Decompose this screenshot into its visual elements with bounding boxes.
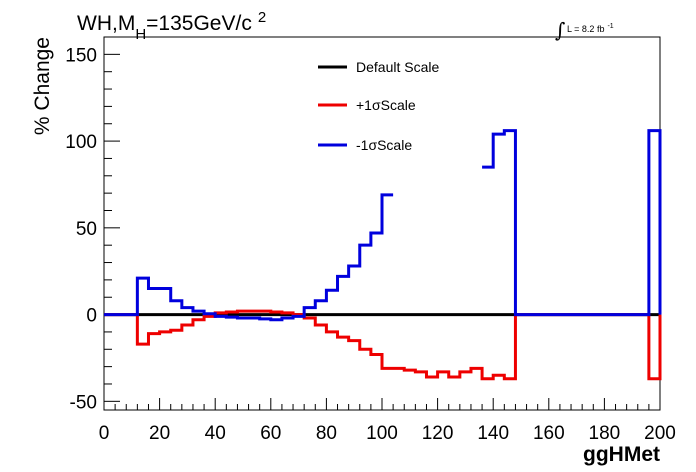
chart-title-subscript: H: [135, 26, 146, 43]
lumi-label: L = 8.2 fb -1: [567, 23, 614, 34]
series-line-plus1sigma: [104, 309, 662, 381]
legend: Default Scale +1σScale -1σScale: [318, 59, 439, 153]
x-tick-label: 120: [422, 423, 454, 444]
x-tick-label: 140: [477, 423, 509, 444]
y-axis-ticks: -50 0 50 100 150: [65, 36, 120, 413]
x-tick-label: 180: [589, 423, 621, 444]
x-axis-title: ggHMet: [583, 443, 660, 466]
x-tick-label: 0: [99, 423, 110, 444]
x-tick-label: 200: [644, 423, 676, 444]
x-tick-label: 80: [316, 423, 337, 444]
y-tick-label: 50: [76, 219, 97, 240]
legend-label-minus1sigma: -1σScale: [356, 137, 412, 153]
series-line-minus1sigma: [104, 129, 662, 322]
y-tick-label: 0: [86, 306, 97, 327]
chart-title-prefix: WH,M: [77, 12, 135, 35]
series-layer: [104, 129, 662, 381]
legend-label-default: Default Scale: [356, 59, 439, 75]
lumi-integral-icon: ∫: [555, 18, 565, 42]
y-tick-label: -50: [70, 392, 97, 413]
x-tick-label: 40: [205, 423, 226, 444]
x-tick-label: 100: [366, 423, 398, 444]
x-tick-label: 20: [149, 423, 170, 444]
lumi-superscript: -1: [607, 23, 613, 30]
lumi-text: L = 8.2 fb: [567, 24, 604, 34]
legend-label-plus1sigma: +1σScale: [356, 97, 416, 113]
x-tick-label: 160: [533, 423, 565, 444]
chart-title-superscript: 2: [258, 9, 266, 26]
chart-title-mid: =135GeV/c: [146, 12, 252, 35]
y-tick-label: 150: [65, 45, 97, 66]
x-tick-label: 60: [260, 423, 281, 444]
y-axis-title: % Change: [31, 37, 54, 135]
y-tick-label: 100: [65, 132, 97, 153]
x-axis-ticks: 0 20 40 60 80 100 120 140 160 180 200: [99, 398, 676, 444]
chart-title: WH,MH=135GeV/c 2: [77, 9, 266, 43]
